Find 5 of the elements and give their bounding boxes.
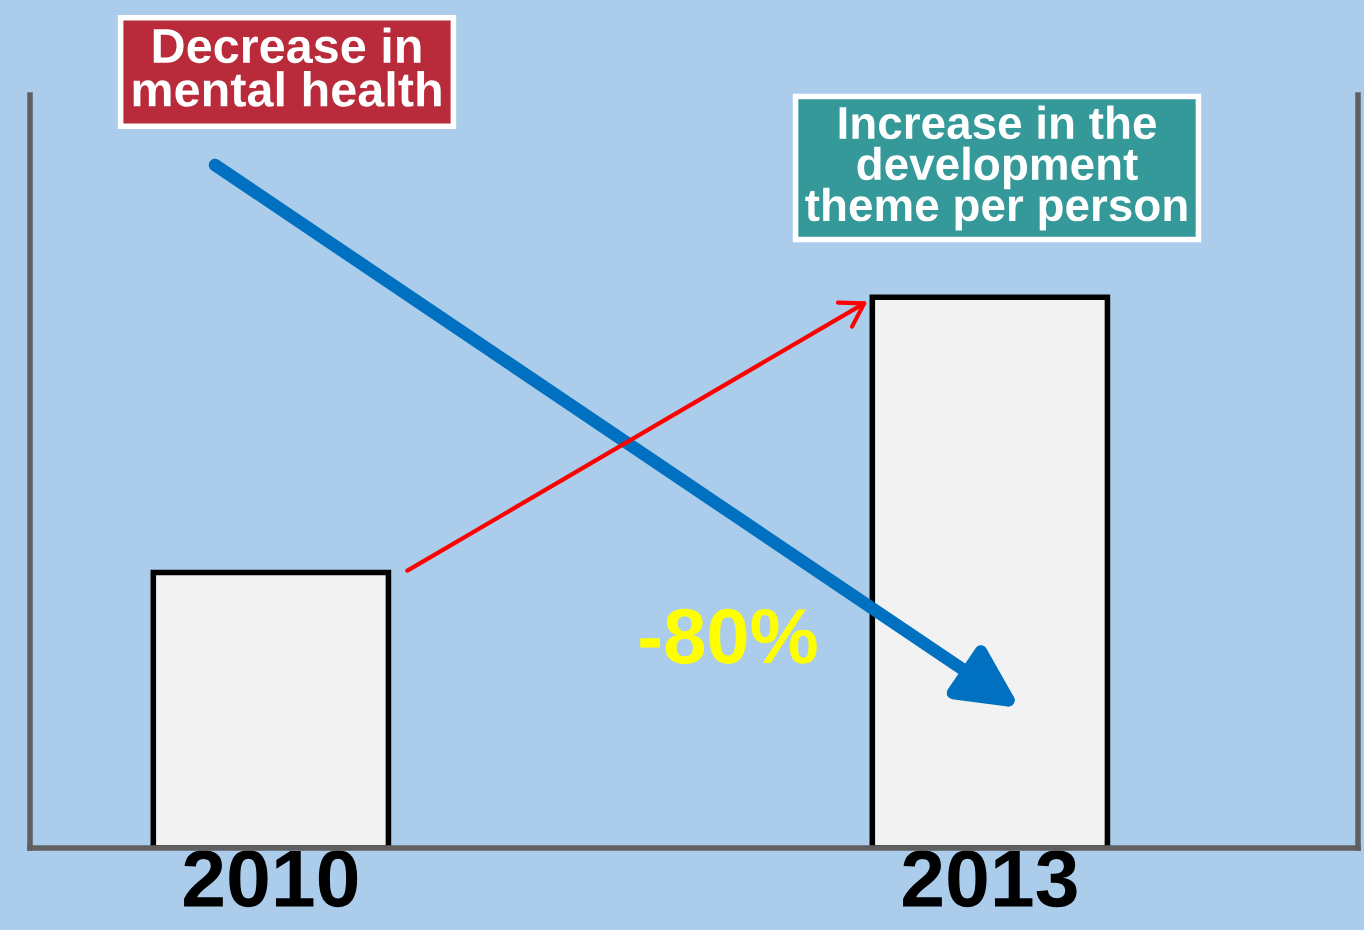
text: Decrease in mental health — [133, 27, 441, 107]
text: Increase in the development theme per person — [805, 105, 1187, 231]
x-tick-label: 2010 — [184, 850, 358, 908]
annotation: -80% — [640, 608, 817, 664]
x-tick-label: 2013 — [903, 850, 1077, 908]
